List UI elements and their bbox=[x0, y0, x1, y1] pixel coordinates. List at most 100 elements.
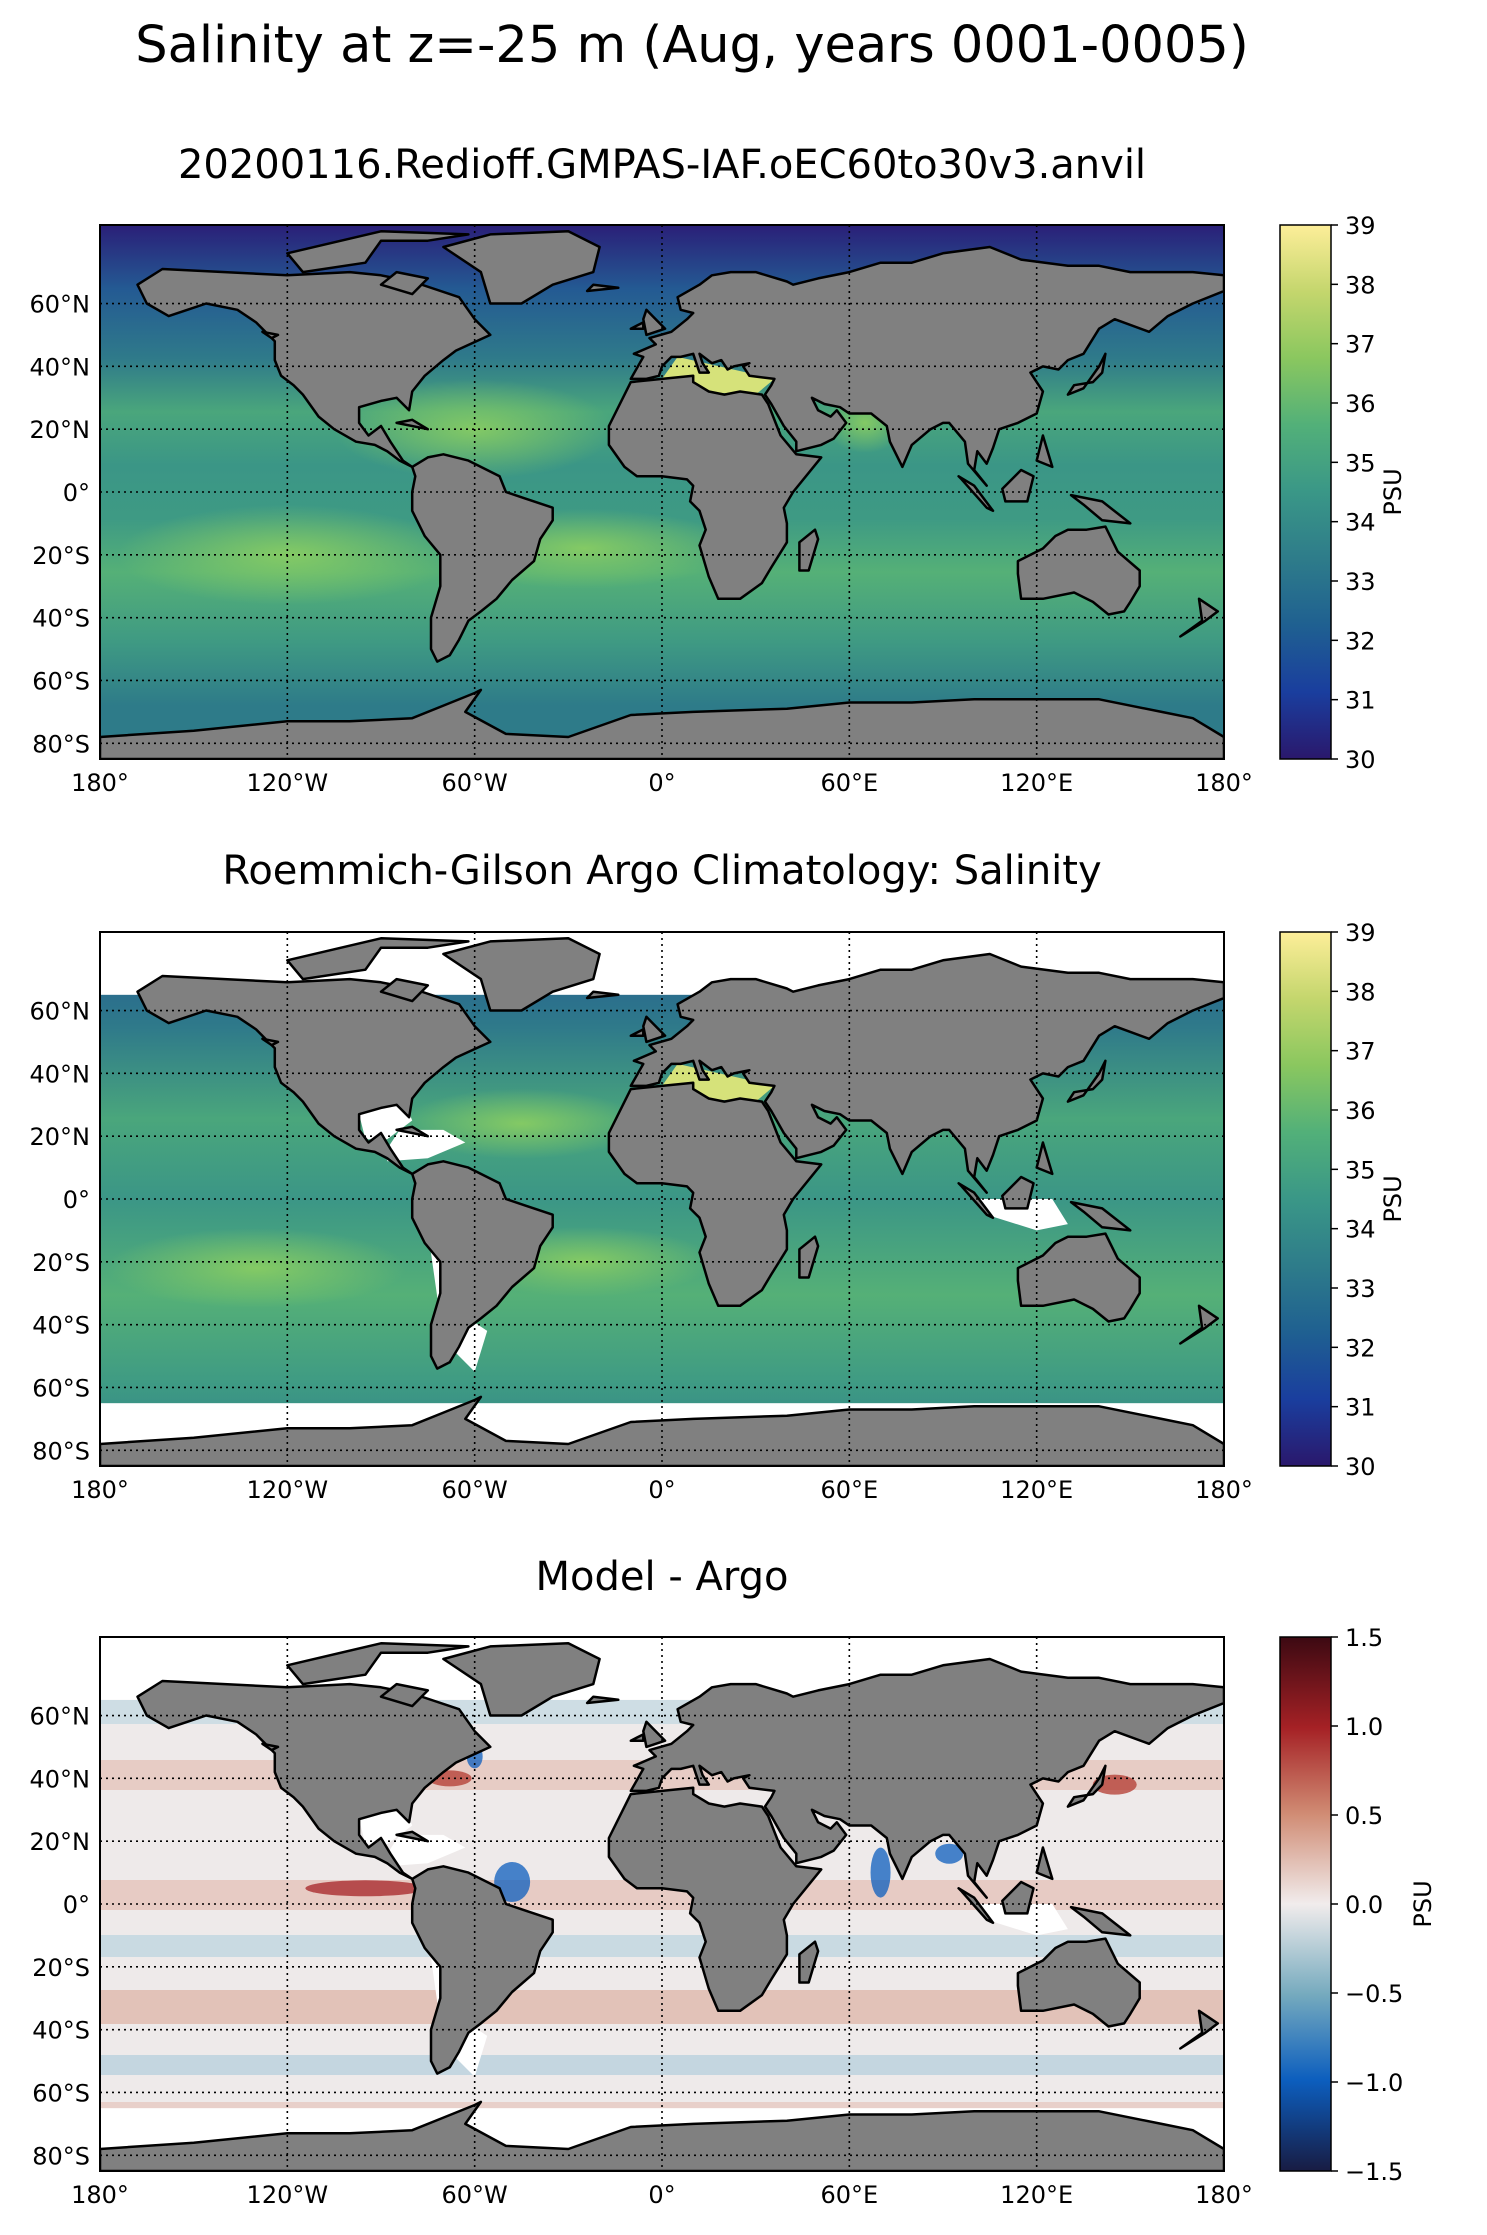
colorbar-tick-label: 33 bbox=[1345, 1275, 1376, 1303]
y-tick-label: 40°N bbox=[30, 1765, 91, 1793]
chart-panel-3: Model - Argo 180° 120°W 60°W 0° 60°E 120°E 180°… bbox=[30, 1554, 1438, 2209]
colorbar-tick-label: 37 bbox=[1345, 331, 1376, 359]
no-data-region bbox=[359, 1809, 413, 1845]
land-mass bbox=[585, 990, 620, 1000]
land-mass bbox=[442, 1642, 601, 1717]
axes-frame bbox=[99, 1636, 1225, 2172]
land-mass bbox=[379, 977, 430, 1003]
land-mass bbox=[1035, 434, 1054, 469]
y-tick-label: 60°S bbox=[32, 667, 90, 695]
x-tick-label: 0° bbox=[648, 1476, 675, 1504]
figure-suptitle: Salinity at z=-25 m (Aug, years 0001-000… bbox=[135, 16, 1249, 75]
colorbar-tick-label: 36 bbox=[1345, 1097, 1376, 1125]
x-tick-label: 0° bbox=[648, 2181, 675, 2209]
chart-panel-2: Roemmich-Gilson Argo Climatology: Salini… bbox=[30, 848, 1408, 1504]
y-tick-label: 80°S bbox=[32, 1437, 90, 1465]
y-tick-label: 60°N bbox=[30, 291, 91, 319]
colorbar-tick-label: 39 bbox=[1345, 212, 1376, 240]
y-tick-label: 40°S bbox=[32, 1312, 90, 1340]
land-mass bbox=[410, 1865, 554, 2075]
land-mass bbox=[1066, 1059, 1107, 1103]
land-mass bbox=[395, 418, 430, 431]
land-mass bbox=[379, 1682, 430, 1708]
colorbar-tick-label: 30 bbox=[1345, 1453, 1376, 1481]
land-mass bbox=[1016, 1937, 1141, 2028]
colorbar-tick-label: −0.5 bbox=[1345, 1980, 1403, 2008]
map-plot-area bbox=[100, 1637, 1224, 2171]
y-tick-label: 20°S bbox=[32, 1954, 90, 1982]
colorbar-tick-label: 38 bbox=[1345, 271, 1376, 299]
land-mass bbox=[798, 1940, 820, 1984]
x-tick-label: 60°E bbox=[820, 2181, 878, 2209]
y-tick-label: 20°S bbox=[32, 1249, 90, 1277]
y-tick-label: 60°N bbox=[30, 998, 91, 1026]
y-tick-label: 60°N bbox=[30, 1703, 91, 1731]
colorbar-tick-label: 32 bbox=[1345, 627, 1376, 655]
colorbar-tick-label: 0.5 bbox=[1345, 1802, 1383, 1830]
land-mass bbox=[1179, 1304, 1220, 1345]
land-mass bbox=[585, 1695, 620, 1705]
axes-frame bbox=[99, 931, 1225, 1467]
colorbar bbox=[1279, 224, 1332, 760]
x-tick-label: 120°W bbox=[247, 769, 329, 797]
land-mass bbox=[261, 1742, 280, 1752]
land-mass bbox=[957, 475, 995, 513]
x-tick-label: 120°W bbox=[247, 1476, 329, 1504]
y-tick-label: 80°S bbox=[32, 2142, 90, 2170]
no-data-region bbox=[387, 1129, 466, 1162]
land-mass bbox=[1069, 1200, 1132, 1232]
axes-frame bbox=[99, 224, 1225, 760]
colorbar-tick-label: 37 bbox=[1345, 1038, 1376, 1066]
land-mass bbox=[1179, 597, 1220, 638]
colorbar-label: PSU bbox=[1409, 1880, 1437, 1927]
land-mass bbox=[286, 230, 470, 274]
x-tick-label: 180° bbox=[1195, 769, 1253, 797]
y-tick-label: 0° bbox=[63, 479, 90, 507]
colorbar-tick-label: 31 bbox=[1345, 687, 1376, 715]
colorbar bbox=[1279, 931, 1332, 1467]
y-tick-label: 20°N bbox=[30, 1123, 91, 1151]
y-tick-label: 40°S bbox=[32, 2017, 90, 2045]
land-mass bbox=[607, 1081, 823, 1308]
y-tick-label: 20°S bbox=[32, 542, 90, 570]
no-data-region bbox=[974, 1199, 1068, 1231]
land-mass bbox=[1016, 525, 1141, 616]
y-tick-label: 80°S bbox=[32, 730, 90, 758]
difference-anomaly bbox=[935, 1843, 964, 1864]
colorbar-tick-label: 38 bbox=[1345, 978, 1376, 1006]
x-tick-label: 60°W bbox=[442, 769, 508, 797]
y-tick-label: 60°S bbox=[32, 1374, 90, 1402]
land-mass bbox=[629, 245, 1224, 487]
colorbar bbox=[1279, 1636, 1332, 2172]
land-mass bbox=[1035, 1846, 1054, 1881]
land-mass bbox=[629, 1733, 645, 1742]
y-tick-label: 0° bbox=[63, 1186, 90, 1214]
map-plot-area bbox=[100, 225, 1224, 759]
panel-title: Model - Argo bbox=[536, 1554, 789, 1600]
y-tick-label: 60°S bbox=[32, 2079, 90, 2107]
colorbar-tick-label: 33 bbox=[1345, 568, 1376, 596]
land-mass bbox=[1035, 1141, 1054, 1176]
panel-title: 20200116.Redioff.GMPAS-IAF.oEC60to30v3.a… bbox=[178, 142, 1146, 188]
colorbar-tick-label: 1.5 bbox=[1345, 1624, 1383, 1652]
land-mass bbox=[395, 1125, 430, 1138]
land-mass bbox=[629, 1028, 645, 1037]
colorbar-tick-label: 31 bbox=[1345, 1394, 1376, 1422]
colorbar-tick-label: 30 bbox=[1345, 746, 1376, 774]
x-tick-label: 180° bbox=[71, 2181, 129, 2209]
y-tick-label: 20°N bbox=[30, 1828, 91, 1856]
difference-anomaly bbox=[870, 1847, 891, 1898]
land-mass bbox=[1066, 1764, 1107, 1808]
panel-title: Roemmich-Gilson Argo Climatology: Salini… bbox=[222, 848, 1101, 894]
land-mass bbox=[629, 321, 645, 330]
no-data-region bbox=[387, 1834, 466, 1867]
land-mass bbox=[442, 230, 601, 305]
land-mass bbox=[629, 952, 1224, 1194]
land-mass bbox=[629, 1657, 1224, 1899]
x-tick-label: 120°E bbox=[1000, 2181, 1073, 2209]
y-tick-label: 40°N bbox=[30, 353, 91, 381]
land-mass bbox=[1069, 1905, 1132, 1937]
difference-anomaly bbox=[305, 1880, 426, 1897]
colorbar-tick-label: 39 bbox=[1345, 919, 1376, 947]
